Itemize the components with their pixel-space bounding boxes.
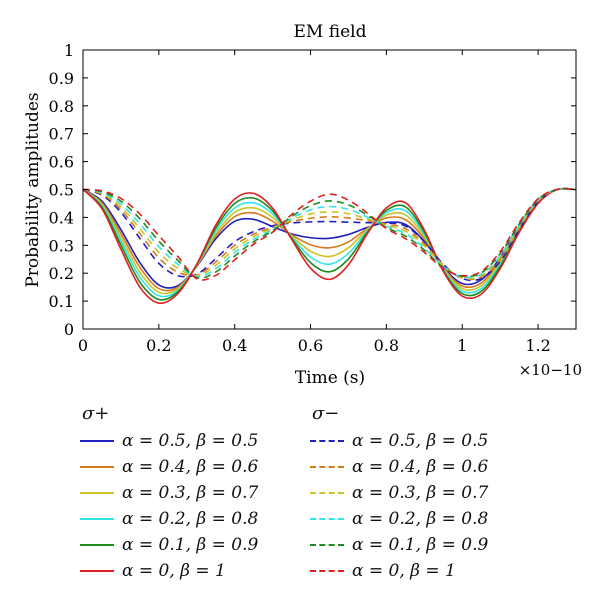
legend-swatch	[80, 518, 114, 520]
legend-entry: α = 0.5, β = 0.5	[80, 428, 310, 454]
legend-entry: α = 0, β = 1	[80, 558, 310, 584]
x-tick-label: 1	[457, 336, 467, 355]
x-tick-label: 1.2	[525, 336, 550, 355]
y-tick-label: 0.2	[49, 264, 74, 283]
legend-label: α = 0.5, β = 0.5	[352, 431, 489, 451]
x-tick-label: 0.6	[298, 336, 323, 355]
legend-entry: α = 0.5, β = 0.5	[310, 428, 540, 454]
legend-entry: α = 0.1, β = 0.9	[80, 532, 310, 558]
y-tick-label: 0.6	[49, 153, 74, 172]
legend-entry: α = 0, β = 1	[310, 558, 540, 584]
legend-swatch	[310, 544, 344, 546]
series-line-sigma-plus-4	[82, 187, 577, 301]
series-line-sigma-plus-3	[82, 187, 577, 298]
y-axis-label: Probability amplitudes	[23, 92, 43, 287]
series-line-sigma-plus-5	[82, 187, 577, 305]
legend-label: α = 0.3, β = 0.7	[352, 483, 489, 503]
plot-area	[82, 187, 577, 305]
legend-label: α = 0.4, β = 0.6	[352, 457, 489, 477]
series-line-sigma-minus-8	[82, 187, 577, 280]
legend-swatch	[310, 466, 344, 468]
legend-label: α = 0.3, β = 0.7	[122, 483, 259, 503]
legend-label: α = 0.2, β = 0.8	[122, 509, 259, 529]
legend-swatch	[310, 518, 344, 520]
legend-swatch	[80, 570, 114, 572]
y-tick-label: 1	[64, 41, 74, 60]
legend-label: α = 0, β = 1	[122, 561, 226, 581]
series-line-sigma-minus-7	[82, 187, 577, 281]
series-line-sigma-plus-1	[82, 187, 577, 292]
chart-canvas: EM field 0 0.1 0.2 0.3 0.4 0.5 0.6 0.7 0.8 0.9 1 0…	[23, 22, 582, 388]
legend-entries-sigma-minus: α = 0.5, β = 0.5 α = 0.4, β = 0.6 α = 0.3,…	[310, 428, 540, 584]
legend-label: α = 0, β = 1	[352, 561, 456, 581]
legend-entry: α = 0.2, β = 0.8	[80, 506, 310, 532]
y-tick-label: 0.4	[49, 208, 74, 227]
x-tick-label: 0	[78, 336, 88, 355]
legend-group-sigma-plus: σ+ α = 0.5, β = 0.5 α = 0.4, β = 0.6 α = 0…	[80, 400, 310, 584]
y-tick-label: 0.8	[49, 97, 74, 116]
x-tick-label: 0.8	[374, 336, 399, 355]
legend-label: α = 0.1, β = 0.9	[352, 535, 489, 555]
x-axis-exponent: ×10−10	[519, 361, 582, 379]
series-line-sigma-plus-0	[82, 187, 577, 289]
legend-entry: α = 0.4, β = 0.6	[310, 454, 540, 480]
series-line-sigma-minus-11	[82, 188, 577, 281]
legend-entry: α = 0.2, β = 0.8	[310, 506, 540, 532]
x-tick-label: 0.4	[222, 336, 247, 355]
x-tick-label: 0.2	[146, 336, 171, 355]
legend-swatch	[310, 440, 344, 442]
legend-swatch	[310, 492, 344, 494]
x-axis-label: Time (s)	[295, 368, 365, 388]
legend-entry: α = 0.3, β = 0.7	[80, 480, 310, 506]
legend-label: α = 0.1, β = 0.9	[122, 535, 259, 555]
y-tick-label: 0.7	[49, 125, 74, 144]
y-axis: 0 0.1 0.2 0.3 0.4 0.5 0.6 0.7 0.8 0.9 1	[49, 41, 576, 339]
y-tick-label: 0.1	[49, 292, 74, 311]
chart-title: EM field	[294, 22, 367, 42]
legend-entry: α = 0.1, β = 0.9	[310, 532, 540, 558]
legend-swatch	[80, 466, 114, 468]
y-tick-label: 0	[64, 320, 74, 339]
legend-swatch	[310, 570, 344, 572]
legend-title-sigma-minus: σ−	[312, 403, 340, 424]
y-tick-label: 0.5	[49, 181, 74, 200]
legend-title-sigma-plus: σ+	[82, 403, 110, 424]
series-line-sigma-minus-10	[82, 187, 577, 279]
x-axis: 0 0.2 0.4 0.6 0.8 1 1.2	[78, 50, 551, 355]
series-line-sigma-minus-6	[82, 187, 577, 282]
legend-entry: α = 0.3, β = 0.7	[310, 480, 540, 506]
y-tick-label: 0.3	[49, 236, 74, 255]
legend-entry: α = 0.4, β = 0.6	[80, 454, 310, 480]
legend-label: α = 0.2, β = 0.8	[352, 509, 489, 529]
legend-swatch	[80, 492, 114, 494]
legend-group-sigma-minus: σ− α = 0.5, β = 0.5 α = 0.4, β = 0.6 α = 0…	[310, 400, 540, 584]
y-tick-label: 0.9	[49, 69, 74, 88]
legend-entries-sigma-plus: α = 0.5, β = 0.5 α = 0.4, β = 0.6 α = 0.3,…	[80, 428, 310, 584]
series-line-sigma-minus-9	[82, 187, 577, 279]
legend-label: α = 0.5, β = 0.5	[122, 431, 259, 451]
legend-swatch	[80, 544, 114, 546]
series-line-sigma-plus-2	[82, 187, 577, 295]
legend-label: α = 0.4, β = 0.6	[122, 457, 259, 477]
legend-swatch	[80, 440, 114, 442]
